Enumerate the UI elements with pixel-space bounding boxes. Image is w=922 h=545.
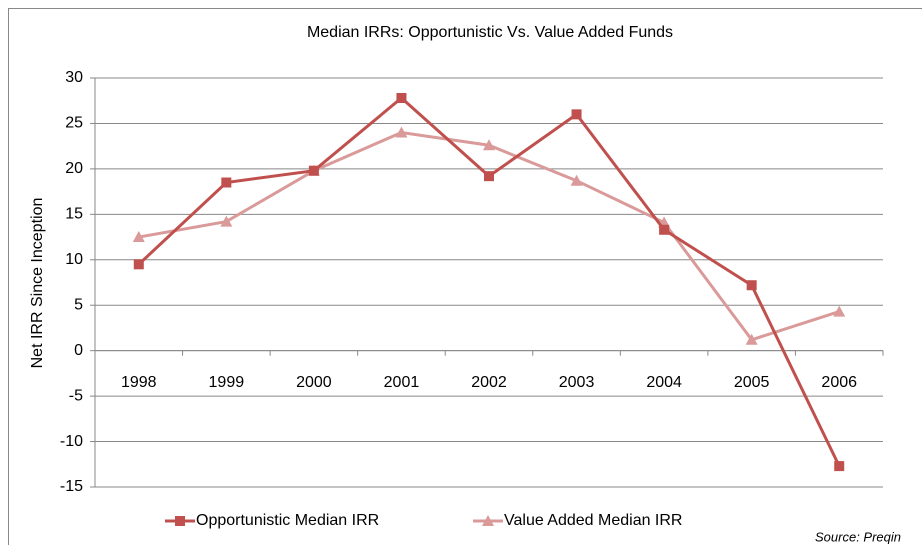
x-tick-label: 2000 (296, 374, 332, 391)
chart-border (8, 8, 922, 545)
legend-label: Opportunistic Median IRR (196, 512, 379, 529)
x-tick-label: 2005 (734, 374, 770, 391)
x-tick-label: 2004 (646, 374, 682, 391)
data-point (834, 461, 845, 472)
data-point (308, 165, 319, 176)
data-point (132, 231, 145, 243)
x-tick-label: 2002 (471, 374, 507, 391)
data-point (659, 224, 670, 235)
data-point (395, 126, 408, 138)
data-point (745, 333, 758, 345)
data-point (483, 139, 495, 151)
x-tick-label: 2003 (559, 374, 595, 391)
data-point (746, 280, 757, 291)
data-point (133, 259, 144, 270)
y-tick-label: -15 (60, 478, 83, 495)
y-tick-label: 0 (74, 342, 83, 359)
y-tick-label: -10 (60, 433, 83, 450)
y-tick-label: 15 (65, 206, 83, 223)
data-point (220, 215, 233, 227)
y-tick-label: 5 (74, 296, 83, 313)
x-tick-label: 2001 (384, 374, 420, 391)
y-tick-label: 25 (65, 115, 83, 132)
x-tick-label: 1999 (209, 374, 245, 391)
y-tick-label: 10 (65, 251, 83, 268)
legend-marker (175, 516, 185, 526)
data-point (396, 92, 407, 103)
source-note: Source: Preqin (815, 529, 901, 544)
y-tick-label: 20 (65, 160, 83, 177)
y-tick-label: -5 (69, 387, 83, 404)
data-point (833, 305, 846, 317)
y-tick-label: 30 (65, 69, 83, 86)
legend-marker (482, 515, 494, 526)
x-tick-label: 2006 (821, 374, 857, 391)
data-point (571, 109, 582, 120)
data-point (221, 177, 232, 188)
x-tick-label: 1998 (121, 374, 157, 391)
chart-title: Median IRRs: Opportunistic Vs. Value Add… (307, 24, 673, 41)
y-axis-label: Net IRR Since Inception (29, 198, 46, 369)
legend-label: Value Added Median IRR (504, 512, 682, 529)
data-point (484, 171, 494, 182)
data-point (570, 174, 583, 186)
